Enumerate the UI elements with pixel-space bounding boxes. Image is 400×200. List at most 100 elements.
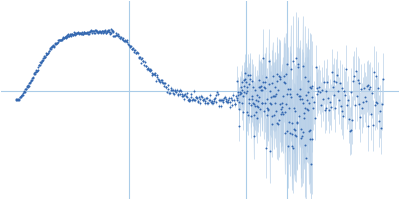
Point: [267, 102, 273, 105]
Point: [212, 93, 219, 97]
Point: [205, 102, 211, 105]
Point: [50, 44, 56, 47]
Point: [147, 69, 154, 72]
Point: [234, 97, 240, 100]
Point: [285, 144, 291, 147]
Point: [274, 80, 280, 83]
Point: [354, 79, 361, 82]
Point: [68, 34, 74, 38]
Point: [116, 37, 123, 40]
Point: [379, 103, 385, 106]
Point: [171, 93, 177, 96]
Point: [174, 88, 180, 91]
Point: [306, 129, 312, 133]
Point: [234, 79, 240, 83]
Point: [283, 72, 289, 75]
Point: [175, 93, 182, 96]
Point: [248, 94, 255, 97]
Point: [196, 96, 202, 99]
Point: [271, 101, 278, 105]
Point: [210, 100, 217, 103]
Point: [251, 103, 257, 106]
Point: [262, 87, 268, 90]
Point: [258, 84, 264, 87]
Point: [218, 105, 224, 108]
Point: [110, 34, 116, 37]
Point: [92, 28, 98, 31]
Point: [132, 49, 138, 52]
Point: [258, 89, 265, 92]
Point: [56, 38, 63, 42]
Point: [265, 107, 272, 111]
Point: [94, 31, 101, 34]
Point: [96, 30, 102, 33]
Point: [296, 97, 303, 101]
Point: [278, 111, 285, 114]
Point: [112, 33, 119, 36]
Point: [54, 41, 61, 44]
Point: [47, 48, 54, 51]
Point: [183, 95, 190, 98]
Point: [275, 122, 281, 126]
Point: [355, 102, 362, 106]
Point: [231, 98, 237, 102]
Point: [64, 33, 70, 36]
Point: [369, 91, 375, 94]
Point: [192, 98, 198, 102]
Point: [280, 112, 286, 115]
Point: [303, 156, 309, 159]
Point: [293, 134, 299, 137]
Point: [299, 135, 305, 138]
Point: [336, 99, 342, 102]
Point: [32, 72, 38, 75]
Point: [144, 68, 150, 71]
Point: [202, 99, 208, 103]
Point: [283, 103, 290, 106]
Point: [193, 95, 200, 98]
Point: [50, 45, 56, 48]
Point: [96, 30, 103, 33]
Point: [268, 96, 274, 99]
Point: [242, 77, 248, 80]
Point: [269, 115, 275, 118]
Point: [257, 86, 263, 89]
Point: [290, 60, 296, 63]
Point: [148, 68, 154, 71]
Point: [100, 29, 106, 32]
Point: [135, 55, 142, 58]
Point: [226, 100, 233, 103]
Point: [204, 102, 210, 105]
Point: [263, 146, 269, 149]
Point: [137, 56, 143, 59]
Point: [314, 87, 321, 90]
Point: [119, 37, 125, 40]
Point: [237, 91, 243, 94]
Point: [81, 30, 88, 33]
Point: [262, 76, 269, 79]
Point: [288, 67, 294, 70]
Point: [72, 31, 78, 35]
Point: [250, 101, 256, 105]
Point: [29, 78, 36, 81]
Point: [15, 97, 21, 101]
Point: [211, 97, 218, 100]
Point: [55, 39, 61, 42]
Point: [93, 29, 100, 32]
Point: [130, 47, 136, 50]
Point: [22, 87, 29, 90]
Point: [183, 95, 189, 98]
Point: [32, 70, 38, 74]
Point: [94, 31, 100, 34]
Point: [291, 134, 298, 137]
Point: [252, 88, 258, 91]
Point: [121, 39, 127, 42]
Point: [78, 33, 85, 36]
Point: [278, 112, 284, 115]
Point: [23, 87, 30, 90]
Point: [16, 95, 23, 99]
Point: [124, 39, 131, 42]
Point: [212, 96, 218, 99]
Point: [253, 116, 260, 120]
Point: [366, 88, 372, 91]
Point: [281, 75, 287, 78]
